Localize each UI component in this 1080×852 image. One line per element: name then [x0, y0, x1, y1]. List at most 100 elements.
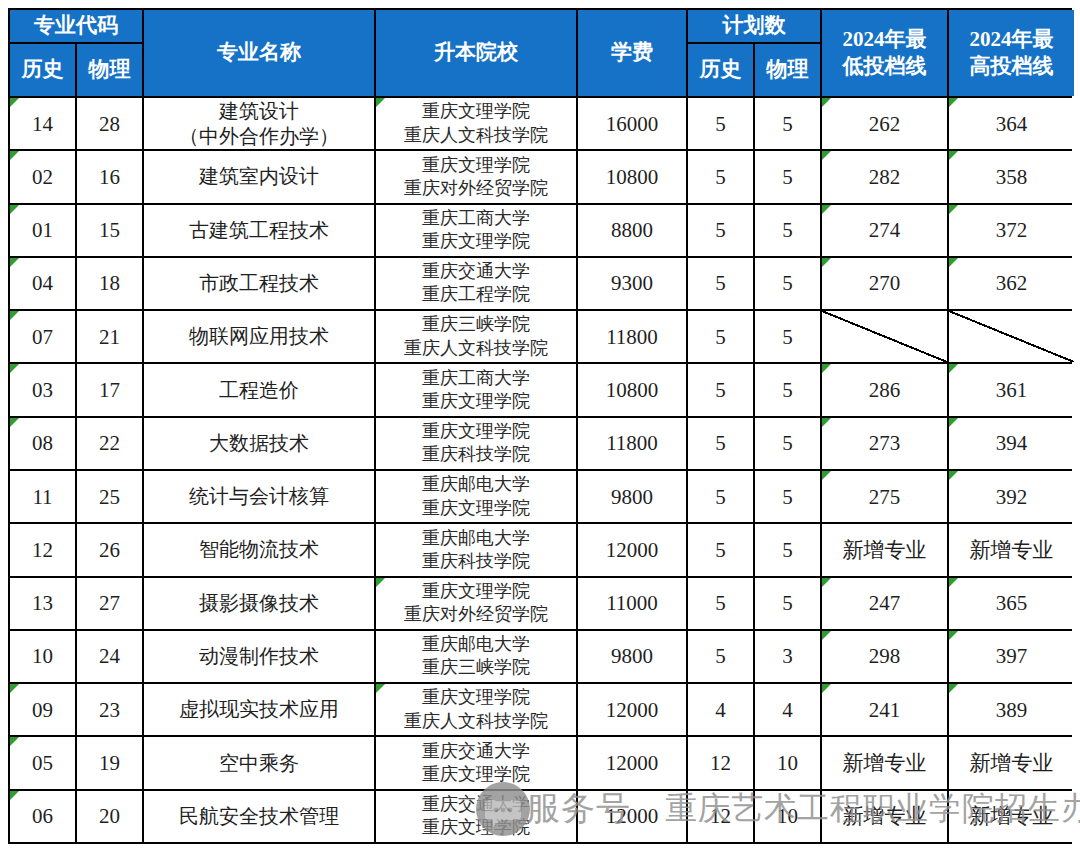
header-2024-max-line: 2024年最 高投档线: [949, 10, 1074, 96]
cell-upgrade-schools: 重庆邮电大学重庆三峡学院: [376, 631, 576, 682]
cell-plan-physics: 5: [755, 471, 820, 522]
header-tuition: 学费: [578, 10, 686, 96]
school-name: 重庆文理学院: [422, 154, 530, 177]
cell-note-flag: [376, 578, 385, 587]
cell-note-flag: [949, 631, 958, 640]
cell-note-flag: [10, 205, 19, 214]
cell-upgrade-schools: 重庆文理学院重庆人文科技学院: [376, 98, 576, 149]
cell-history-code: 02: [10, 151, 75, 202]
cell-history-code: 08: [10, 418, 75, 469]
school-name: 重庆工商大学: [422, 367, 530, 390]
cell-plan-history: 5: [688, 258, 753, 309]
cell-upgrade-schools: 重庆工商大学重庆文理学院: [376, 205, 576, 256]
cell-min-line: 274: [822, 205, 947, 256]
cell-max-line: 397: [949, 631, 1074, 682]
cell-major-name: 统计与会计核算: [144, 471, 374, 522]
page: 专业代码 历史 物理 专业名称 升本院校 学费 计划数 历史 物理 2024年最…: [0, 0, 1080, 852]
school-name: 重庆邮电大学: [422, 527, 530, 550]
school-name: 重庆交通大学: [422, 740, 530, 763]
header-code-physics: 物理: [77, 44, 142, 96]
cell-min-line: 270: [822, 258, 947, 309]
cell-max-line: 新增专业: [949, 524, 1074, 575]
cell-physics-code: 22: [77, 418, 142, 469]
cell-note-flag: [949, 578, 958, 587]
cell-major-name: 空中乘务: [144, 737, 374, 788]
header-major-code: 专业代码: [10, 10, 142, 42]
cell-note-flag: [822, 98, 831, 107]
cell-min-line: 241: [822, 684, 947, 735]
cell-tuition: 9800: [578, 471, 686, 522]
cell-max-line: 362: [949, 258, 1074, 309]
cell-plan-physics: 5: [755, 578, 820, 629]
cell-upgrade-schools: 重庆文理学院重庆科技学院: [376, 418, 576, 469]
cell-plan-history: 5: [688, 418, 753, 469]
cell-min-line: 247: [822, 578, 947, 629]
cell-history-code: 11: [10, 471, 75, 522]
cell-major-name: 物联网应用技术: [144, 311, 374, 362]
cell-history-code: 01: [10, 205, 75, 256]
admissions-table: 专业代码 历史 物理 专业名称 升本院校 学费 计划数 历史 物理 2024年最…: [8, 8, 1072, 844]
cell-max-line: [949, 311, 1074, 362]
cell-min-line: 298: [822, 631, 947, 682]
cell-major-name: 虚拟现实技术应用: [144, 684, 374, 735]
cell-history-code: 06: [10, 791, 75, 842]
cell-plan-history: 4: [688, 684, 753, 735]
cell-upgrade-schools: 重庆文理学院重庆对外经贸学院: [376, 578, 576, 629]
cell-note-flag: [949, 98, 958, 107]
cell-note-flag: [10, 98, 19, 107]
cell-plan-physics: 10: [755, 791, 820, 842]
cell-major-name: 工程造价: [144, 364, 374, 415]
cell-plan-history: 5: [688, 364, 753, 415]
cell-plan-history: 5: [688, 151, 753, 202]
cell-max-line: 365: [949, 578, 1074, 629]
cell-physics-code: 28: [77, 98, 142, 149]
cell-physics-code: 17: [77, 364, 142, 415]
cell-plan-physics: 5: [755, 311, 820, 362]
cell-tuition: 12000: [578, 791, 686, 842]
school-name: 重庆交通大学: [422, 793, 530, 816]
cell-tuition: 16000: [578, 98, 686, 149]
cell-note-flag: [376, 98, 385, 107]
cell-plan-physics: 5: [755, 205, 820, 256]
cell-plan-history: 12: [688, 737, 753, 788]
cell-upgrade-schools: 重庆文理学院重庆人文科技学院: [376, 684, 576, 735]
cell-plan-physics: 3: [755, 631, 820, 682]
header-code-history: 历史: [10, 44, 75, 96]
cell-note-flag: [10, 311, 19, 320]
cell-major-name: 大数据技术: [144, 418, 374, 469]
cell-physics-code: 16: [77, 151, 142, 202]
cell-major-name: 智能物流技术: [144, 524, 374, 575]
school-name: 重庆交通大学: [422, 260, 530, 283]
cell-note-flag: [822, 684, 831, 693]
cell-upgrade-schools: 重庆交通大学重庆文理学院: [376, 791, 576, 842]
cell-plan-history: 5: [688, 578, 753, 629]
header-plan-physics: 物理: [755, 44, 820, 96]
cell-note-flag: [822, 471, 831, 480]
header-2024-min-line: 2024年最 低投档线: [822, 10, 947, 96]
cell-min-line: [822, 311, 947, 362]
school-name: 重庆文理学院: [422, 100, 530, 123]
school-name: 重庆文理学院: [422, 390, 530, 413]
cell-max-line: 364: [949, 98, 1074, 149]
cell-min-line: 新增专业: [822, 791, 947, 842]
cell-tuition: 11000: [578, 578, 686, 629]
cell-max-line: 358: [949, 151, 1074, 202]
cell-major-name: 建筑设计 （中外合作办学）: [144, 98, 374, 149]
cell-plan-history: 5: [688, 471, 753, 522]
cell-plan-physics: 5: [755, 258, 820, 309]
cell-tuition: 10800: [578, 364, 686, 415]
cell-note-flag: [949, 471, 958, 480]
cell-max-line: 361: [949, 364, 1074, 415]
cell-tuition: 12000: [578, 737, 686, 788]
cell-note-flag: [949, 205, 958, 214]
cell-max-line: 新增专业: [949, 791, 1074, 842]
cell-physics-code: 26: [77, 524, 142, 575]
cell-upgrade-schools: 重庆文理学院重庆对外经贸学院: [376, 151, 576, 202]
cell-min-line: 282: [822, 151, 947, 202]
cell-upgrade-schools: 重庆工商大学重庆文理学院: [376, 364, 576, 415]
cell-upgrade-schools: 重庆交通大学重庆工程学院: [376, 258, 576, 309]
cell-major-name: 动漫制作技术: [144, 631, 374, 682]
cell-max-line: 394: [949, 418, 1074, 469]
cell-note-flag: [10, 737, 19, 746]
school-name: 重庆邮电大学: [422, 473, 530, 496]
